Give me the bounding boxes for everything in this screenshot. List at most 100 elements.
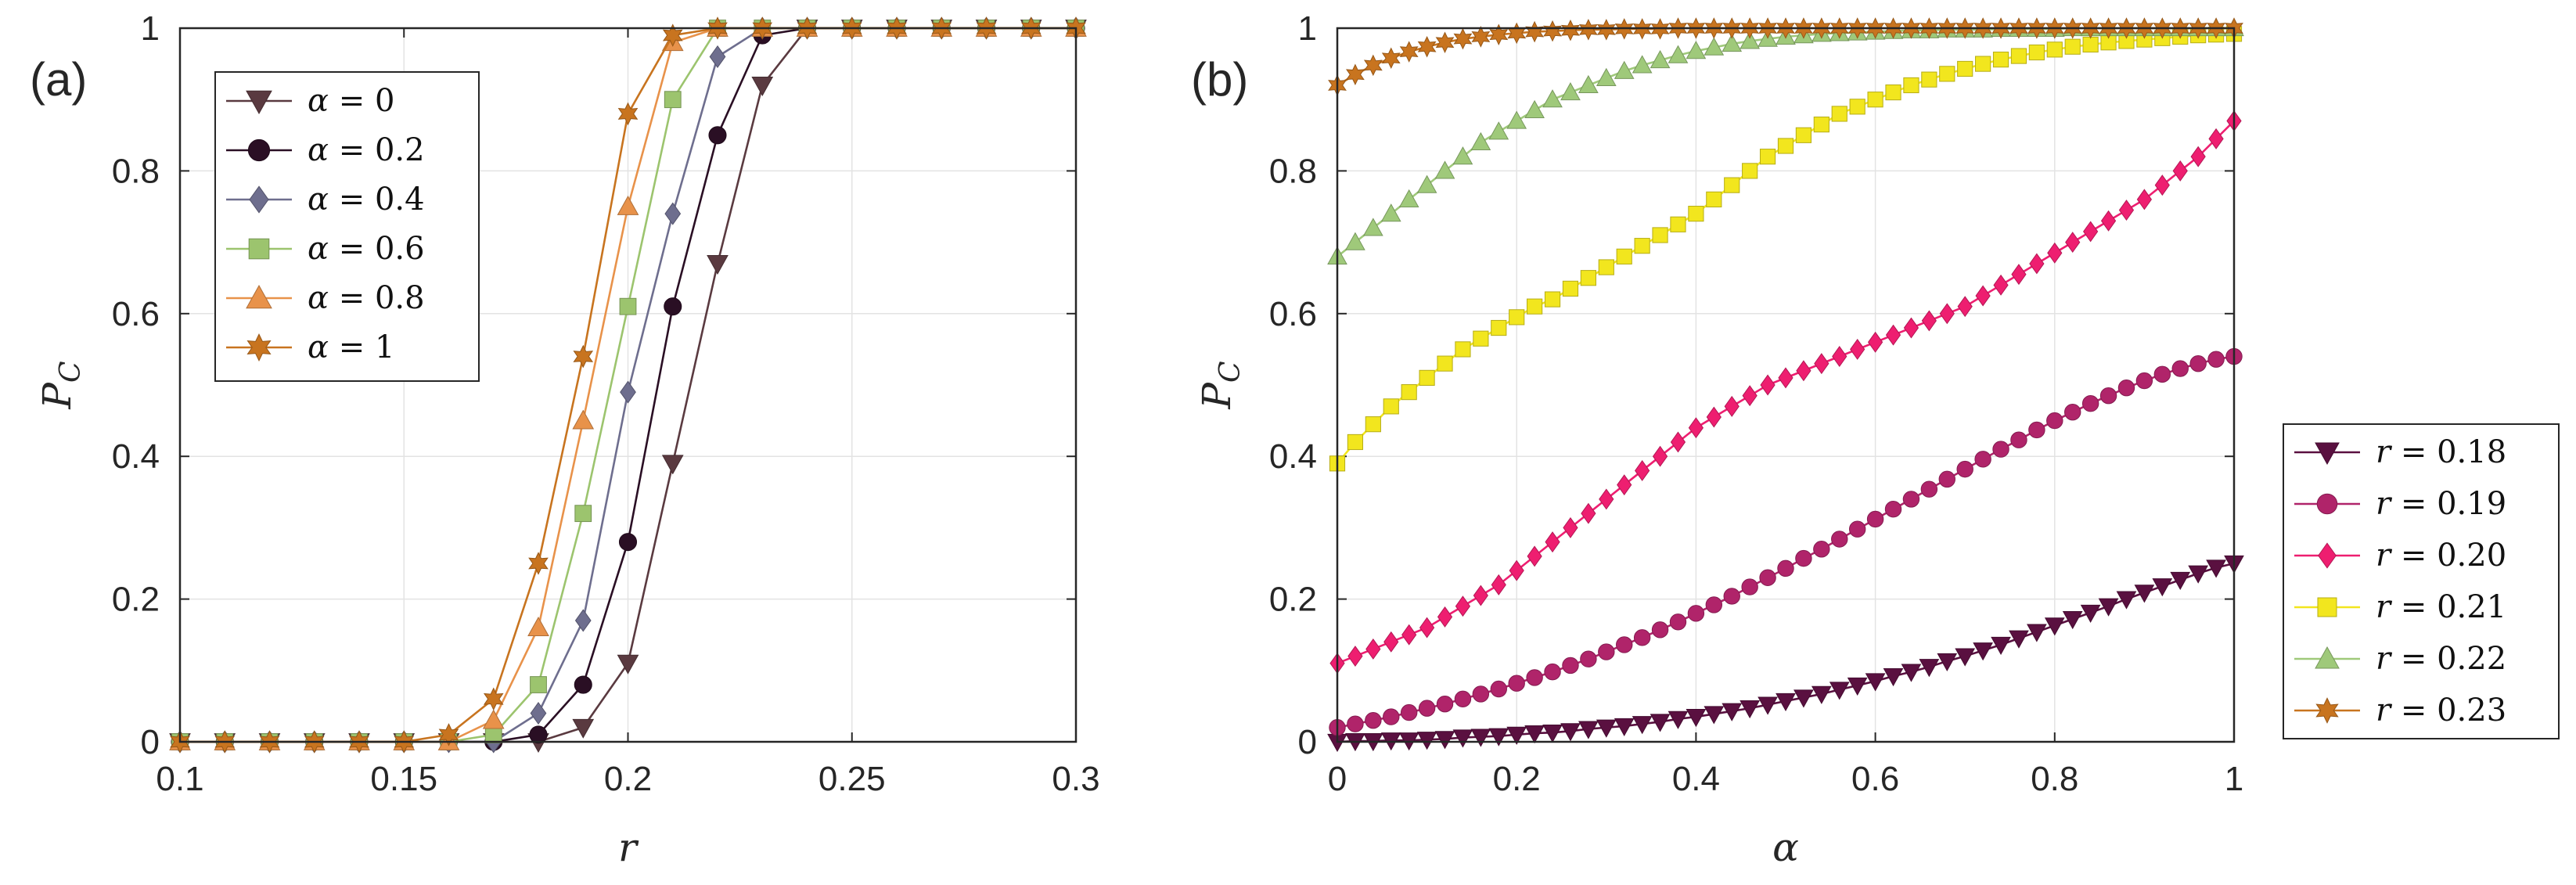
legend-marker [2316,493,2338,515]
data-point [2172,160,2188,182]
data-point [1759,149,1776,165]
data-point [1527,545,1542,567]
legend-val: 0.21 [2437,589,2506,625]
data-point [1614,60,1635,79]
data-point [661,455,684,475]
data-point [1506,726,1527,745]
data-point [1436,695,1454,713]
data-point [1975,56,1991,72]
legend-var: α [308,329,329,365]
data-point [1381,47,1401,70]
data-point [1417,35,1437,58]
data-point [1740,700,1761,719]
data-point [2011,264,2027,286]
data-point [1957,60,1973,77]
data-point [1434,160,1455,179]
legend-entry: r = 0.23 [2294,693,2506,729]
data-point [1616,636,1633,653]
legend-eq: = [329,182,375,218]
data-point [1453,27,1473,50]
data-point [1578,74,1599,94]
x-tick-label: 0.1 [156,760,203,798]
data-point [1347,715,1364,732]
legend-b-box [2283,423,2560,739]
y-tick-label: 0.8 [112,152,160,190]
legend-var: α [308,182,329,218]
data-point [1581,502,1596,524]
data-point [1939,303,1955,325]
data-point [2009,630,2029,649]
data-point [1563,516,1578,538]
x-tick-label: 0.8 [2031,760,2078,798]
legend-marker [246,284,272,309]
legend-eq: = [329,280,375,316]
data-point [617,195,639,215]
data-point [1885,324,1901,346]
data-point [1867,331,1883,353]
data-point [529,725,548,744]
data-point [1829,682,1850,700]
data-point [1632,716,1653,735]
y-axis-label-a-sub: C [55,361,87,383]
legend-val: 0.19 [2437,486,2506,522]
y-tick-label: 0 [141,723,160,761]
data-point [2207,351,2225,368]
data-point [2047,242,2063,264]
y-tick-label: 0 [1298,723,1317,761]
data-point [1526,669,1543,686]
data-point [1489,23,1509,45]
data-point [1491,319,1507,336]
data-point [1347,646,1363,667]
x-tick-label: 0.2 [604,760,652,798]
data-point [1561,19,1580,41]
data-point [1884,500,1902,518]
data-point [574,609,592,632]
data-point [2117,379,2135,397]
data-point [1651,621,1669,639]
data-point [1974,451,1991,468]
data-point [1596,19,1616,41]
data-point [1938,470,1955,488]
legend-label: r = 0.20 [2376,538,2506,574]
legend-label: α = 0 [308,83,394,119]
data-point [1724,177,1740,193]
data-point [1777,559,1794,577]
data-point [1796,360,1811,382]
data-point [1777,138,1794,154]
legend-var: r [2376,641,2393,677]
x-tick-label: 0.15 [370,760,437,798]
data-point [1956,460,1973,478]
data-point [1525,20,1545,43]
data-point [1345,232,1365,250]
data-point [1598,259,1614,275]
y-tick-label: 0.6 [1269,295,1317,333]
legend-var: r [2376,538,2393,574]
data-point [1524,99,1545,118]
data-point [1380,203,1401,222]
data-point [574,675,592,694]
data-point [1365,638,1381,660]
data-point [1437,606,1453,628]
data-point [1365,711,1382,729]
data-point [664,202,682,225]
data-point [1399,41,1419,63]
data-point [1346,63,1365,86]
data-point [528,552,549,575]
x-tick-label: 0.4 [1672,760,1720,798]
data-point [2135,372,2153,390]
data-point [1669,613,1687,631]
series-r-0.20 [1329,110,2242,675]
data-point [2062,611,2083,630]
data-point [662,23,683,47]
data-point [438,723,459,746]
data-point [1991,636,2011,655]
data-point [620,380,636,404]
data-point [1347,434,1364,451]
legend-marker [246,90,272,115]
plot-frame-b [1336,27,2236,743]
legend-label: α = 0.6 [308,231,425,267]
x-tick-label: 0.3 [1052,760,1099,798]
data-point [1921,310,1937,332]
data-point [1920,480,1938,498]
data-point [1473,330,1489,347]
